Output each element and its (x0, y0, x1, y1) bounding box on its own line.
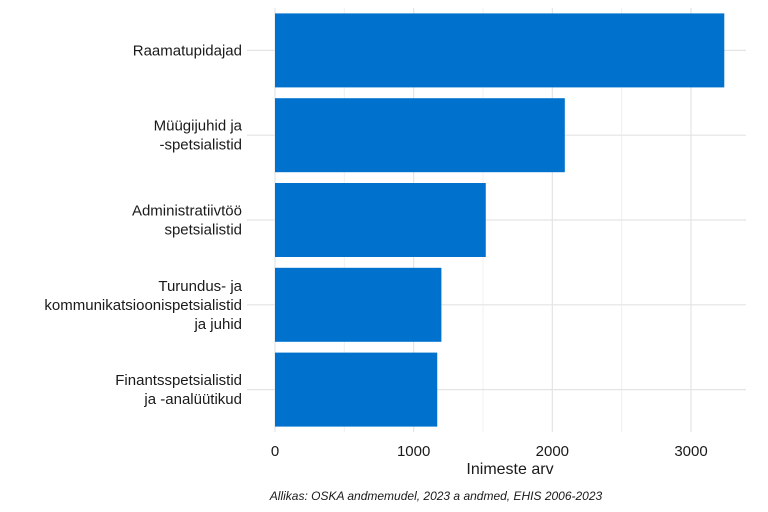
bar (275, 267, 442, 342)
category-labels: Raamatupidajad Müügijuhid ja -spetsialisti… (44, 42, 242, 408)
category-label: Müügijuhid ja -spetsialistid (154, 118, 243, 154)
category-label: Raamatupidajad (133, 42, 242, 59)
bar (275, 98, 565, 173)
x-tick-label: 3000 (674, 443, 707, 460)
category-label: Turundus- ja kommunikatsioonispetsialisti… (44, 278, 242, 333)
category-label: Finantsspetsialistid ja -analüütikud (115, 372, 242, 408)
bar (275, 352, 438, 427)
bars (275, 13, 725, 427)
x-tick-labels: 0 1000 2000 3000 (271, 443, 708, 460)
x-axis-title: Inimeste arv (466, 461, 553, 478)
bar (275, 13, 725, 88)
x-tick-label: 0 (271, 443, 279, 460)
source-caption: Allikas: OSKA andmemudel, 2023 a andmed,… (269, 489, 603, 503)
category-label: Administratiivtöö spetsialistid (132, 203, 242, 239)
x-tick-label: 1000 (397, 443, 430, 460)
bar (275, 183, 486, 257)
x-tick-label: 2000 (536, 443, 569, 460)
